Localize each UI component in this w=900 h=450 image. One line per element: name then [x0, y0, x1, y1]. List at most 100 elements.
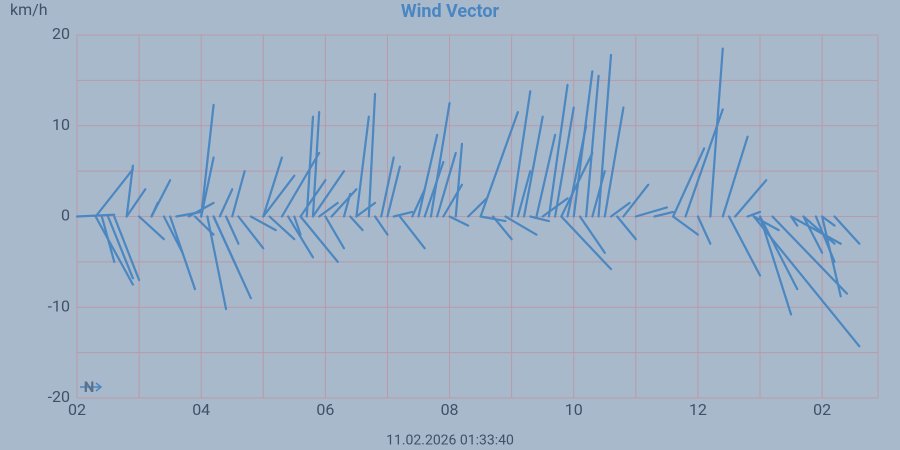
wind-vector [237, 215, 265, 250]
x-tick-label: 08 [441, 400, 459, 419]
compass: N [80, 378, 103, 396]
wind-vector [280, 151, 321, 218]
wind-vector [262, 174, 296, 218]
wind-vector [802, 215, 836, 245]
wind-vector [821, 215, 836, 227]
wind-vector [212, 215, 252, 300]
wind-vector [758, 215, 799, 291]
wind-vector [597, 53, 613, 218]
x-tick-label: 12 [689, 400, 707, 419]
wind-vector [324, 215, 346, 250]
wind-vector [578, 215, 606, 254]
wind-vector [671, 147, 706, 218]
wind-vector [771, 215, 849, 295]
wind-vector [137, 215, 166, 241]
wind-vector [436, 151, 457, 218]
wind-vector [547, 83, 569, 218]
wind-vector [380, 156, 395, 218]
wind-vector [218, 188, 234, 218]
wind-vector [169, 215, 197, 291]
y-tick-label: 0 [61, 206, 70, 225]
wind-vector [535, 133, 557, 218]
wind-vector [355, 201, 377, 218]
wind-vector [504, 215, 538, 236]
wind-vector [758, 215, 793, 316]
x-tick-label: 06 [316, 400, 334, 419]
wind-vector [423, 160, 445, 218]
wind-vector [479, 111, 519, 218]
wind-vector [305, 115, 315, 218]
wind-vector [386, 165, 401, 218]
wind-vector [429, 101, 451, 218]
y-axis-label: km/h [10, 0, 48, 19]
wind-vector [479, 215, 507, 223]
wind-vector [231, 170, 246, 218]
timestamp: 11.02.2026 01:33:40 [386, 433, 514, 449]
wind-vector [330, 188, 358, 218]
compass-head [95, 382, 103, 392]
wind-vector [299, 215, 339, 263]
wind-vector [522, 115, 544, 218]
wind-vector [591, 170, 606, 218]
wind-vector [554, 106, 575, 218]
x-tick-label: 10 [565, 400, 583, 419]
wind-vector [560, 215, 613, 271]
wind-vector [572, 70, 594, 218]
wind-vector [634, 206, 668, 218]
wind-vector [293, 215, 302, 236]
wind-vector [94, 215, 134, 286]
y-tick-label: -20 [48, 387, 70, 406]
wind-vector [125, 188, 147, 218]
x-tick-label: 04 [192, 400, 210, 419]
wind-vector [653, 210, 675, 218]
wind-vector [622, 183, 650, 218]
wind-vector [516, 170, 532, 218]
wind-vector [696, 215, 712, 245]
y-tick-label: 10 [52, 115, 70, 134]
y-tick-label: -10 [48, 296, 70, 315]
wind-vector [467, 197, 488, 218]
wind-vector [616, 215, 637, 241]
wind-vector [585, 74, 600, 218]
wind-vector [262, 156, 284, 218]
wind-vector [752, 215, 780, 232]
wind-vector [150, 179, 172, 218]
wind-vector [398, 215, 426, 250]
wind-vector [752, 215, 861, 348]
wind-vector [206, 215, 228, 311]
wind-vector [721, 135, 749, 218]
chart-title: Wind Vector [401, 1, 500, 22]
wind-vector [113, 215, 141, 282]
wind-vector [603, 106, 625, 218]
wind-vector [671, 215, 700, 236]
wind-vector [367, 92, 377, 218]
wind-vector [821, 215, 842, 298]
wind-vector [268, 215, 296, 241]
wind-vector [200, 103, 215, 218]
wind-vector [727, 215, 762, 277]
wind-vector [311, 170, 346, 218]
wind-vector [125, 164, 134, 218]
wind-vector [392, 210, 414, 218]
wind-vector [529, 215, 551, 223]
wind-vector [541, 197, 569, 218]
wind-vector [789, 215, 842, 245]
y-tick-label: 20 [52, 24, 70, 43]
wind-vector [349, 215, 364, 232]
wind-vector [802, 215, 824, 254]
wind-vector [224, 215, 240, 245]
wind-vector [106, 215, 134, 280]
wind-vector [342, 192, 352, 218]
wind-vector [94, 168, 134, 218]
wind-vector [609, 201, 631, 218]
wind-vector [448, 215, 470, 227]
wind-vector [311, 111, 321, 218]
wind-vector [454, 142, 464, 218]
x-tick-label: 02 [813, 400, 831, 419]
wind-vector [510, 90, 532, 218]
wind-vector [709, 47, 724, 218]
x-tick-label: 02 [68, 400, 86, 419]
wind-vector [373, 215, 389, 236]
